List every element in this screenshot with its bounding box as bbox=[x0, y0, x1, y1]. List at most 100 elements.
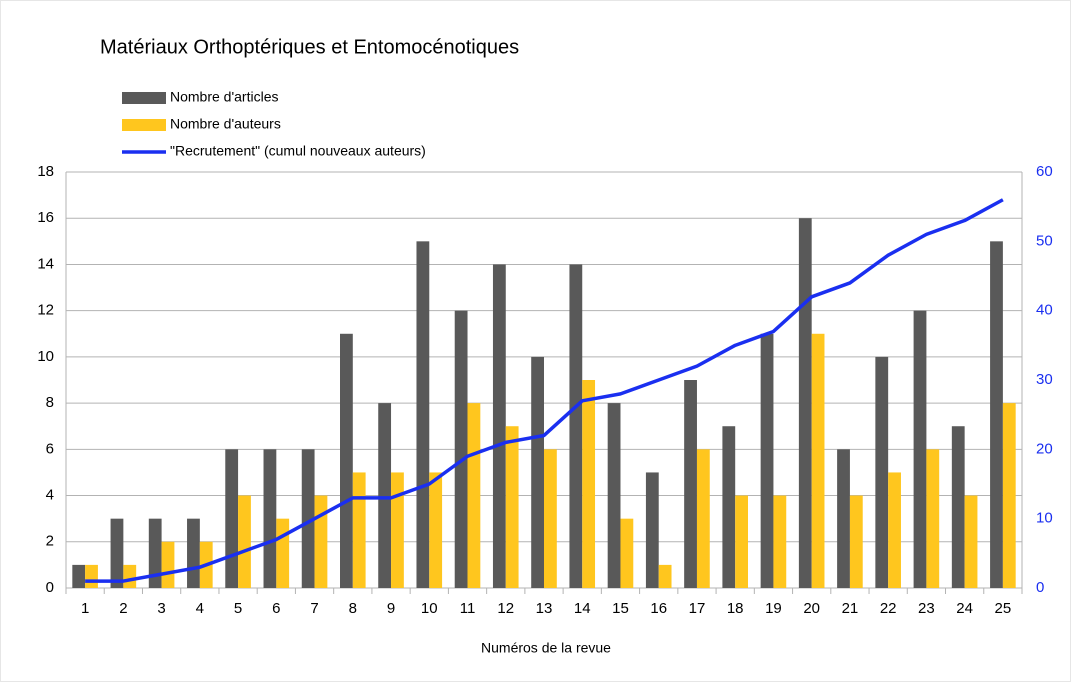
x-tick-label: 21 bbox=[842, 600, 859, 617]
bar bbox=[964, 495, 978, 588]
x-tick-label: 9 bbox=[387, 600, 395, 617]
x-tick-label: 2 bbox=[119, 600, 127, 617]
bar bbox=[467, 403, 481, 588]
bar bbox=[238, 495, 251, 588]
x-tick-label: 20 bbox=[803, 600, 820, 617]
x-tick-label: 24 bbox=[956, 600, 973, 617]
bar bbox=[607, 403, 621, 588]
x-tick-label: 6 bbox=[272, 600, 280, 617]
y-tick-label: 4 bbox=[46, 487, 54, 504]
bar bbox=[340, 333, 353, 588]
bar bbox=[696, 449, 710, 588]
y-tick-label: 10 bbox=[37, 348, 54, 365]
bar bbox=[875, 356, 889, 588]
bar bbox=[773, 495, 787, 588]
bar bbox=[492, 264, 506, 588]
bar bbox=[352, 472, 366, 588]
x-tick-label: 25 bbox=[995, 600, 1012, 617]
x-tick-label: 12 bbox=[497, 600, 514, 617]
y-tick-label: 2 bbox=[46, 533, 54, 550]
bar bbox=[735, 495, 748, 588]
bar bbox=[990, 241, 1003, 589]
y2-tick-label: 50 bbox=[1036, 232, 1053, 249]
x-tick-label: 23 bbox=[918, 600, 935, 617]
bar bbox=[760, 333, 774, 588]
bar bbox=[798, 218, 812, 588]
bar bbox=[225, 449, 239, 588]
y-tick-label: 12 bbox=[37, 302, 54, 319]
x-tick-label: 17 bbox=[689, 600, 706, 617]
bar bbox=[722, 426, 736, 588]
bar bbox=[85, 564, 98, 588]
bar bbox=[378, 403, 392, 588]
x-tick-label: 8 bbox=[349, 600, 357, 617]
x-tick-label: 14 bbox=[574, 600, 591, 617]
bar bbox=[161, 541, 175, 588]
bar bbox=[926, 449, 940, 588]
x-tick-label: 5 bbox=[234, 600, 242, 617]
x-tick-label: 19 bbox=[765, 600, 782, 617]
bar bbox=[148, 518, 162, 588]
bar bbox=[1002, 403, 1016, 588]
bar bbox=[569, 264, 583, 588]
y-tick-label: 18 bbox=[37, 163, 54, 180]
x-tick-label: 11 bbox=[460, 600, 476, 617]
line-series bbox=[85, 198, 1004, 583]
x-tick-label: 7 bbox=[310, 600, 318, 617]
y-tick-label: 8 bbox=[46, 394, 54, 411]
y-tick-label: 16 bbox=[37, 209, 54, 226]
bar bbox=[645, 472, 659, 588]
bar bbox=[391, 472, 404, 588]
bar bbox=[544, 449, 557, 588]
x-tick-label: 4 bbox=[196, 600, 204, 617]
legend-label: Nombre d'auteurs bbox=[170, 116, 281, 132]
chart-title: Matériaux Orthoptériques et Entomocénoti… bbox=[100, 36, 519, 58]
x-tick-label: 3 bbox=[157, 600, 165, 617]
legend-label: Nombre d'articles bbox=[170, 89, 279, 105]
bar bbox=[416, 241, 430, 589]
bar bbox=[620, 518, 634, 588]
bar bbox=[301, 449, 315, 588]
bar bbox=[505, 426, 519, 588]
bar bbox=[684, 380, 697, 588]
bar bbox=[531, 356, 544, 588]
legend-label: "Recrutement" (cumul nouveaux auteurs) bbox=[170, 143, 426, 159]
bar bbox=[429, 472, 443, 588]
y2-tick-label: 10 bbox=[1036, 510, 1053, 527]
bar bbox=[811, 333, 825, 588]
y-tick-label: 14 bbox=[37, 255, 54, 272]
legend-swatch bbox=[122, 119, 166, 131]
y-tick-label: 6 bbox=[46, 440, 54, 457]
y2-tick-label: 60 bbox=[1036, 163, 1053, 180]
bar bbox=[314, 495, 328, 588]
x-tick-label: 13 bbox=[536, 600, 553, 617]
y2-tick-label: 30 bbox=[1036, 371, 1053, 388]
bar bbox=[454, 310, 468, 588]
legend-swatch bbox=[122, 92, 166, 104]
bar bbox=[582, 380, 596, 588]
bar bbox=[888, 472, 901, 588]
bar bbox=[276, 518, 290, 588]
x-tick-label: 18 bbox=[727, 600, 744, 617]
x-tick-label: 16 bbox=[650, 600, 667, 617]
y-tick-label: 0 bbox=[46, 579, 54, 596]
bar bbox=[110, 518, 124, 588]
bar bbox=[951, 426, 965, 588]
y2-tick-label: 20 bbox=[1036, 440, 1053, 457]
x-axis-label: Numéros de la revue bbox=[481, 640, 611, 656]
bar bbox=[263, 449, 277, 588]
x-tick-label: 15 bbox=[612, 600, 629, 617]
bar bbox=[72, 564, 86, 588]
bar bbox=[187, 518, 200, 588]
bar bbox=[837, 449, 850, 588]
bar bbox=[123, 564, 137, 588]
y2-tick-label: 40 bbox=[1036, 302, 1053, 319]
bar bbox=[849, 495, 863, 588]
x-tick-label: 10 bbox=[421, 600, 438, 617]
bar bbox=[658, 564, 672, 588]
bar bbox=[913, 310, 927, 588]
x-tick-label: 1 bbox=[81, 600, 89, 617]
x-tick-label: 22 bbox=[880, 600, 897, 617]
